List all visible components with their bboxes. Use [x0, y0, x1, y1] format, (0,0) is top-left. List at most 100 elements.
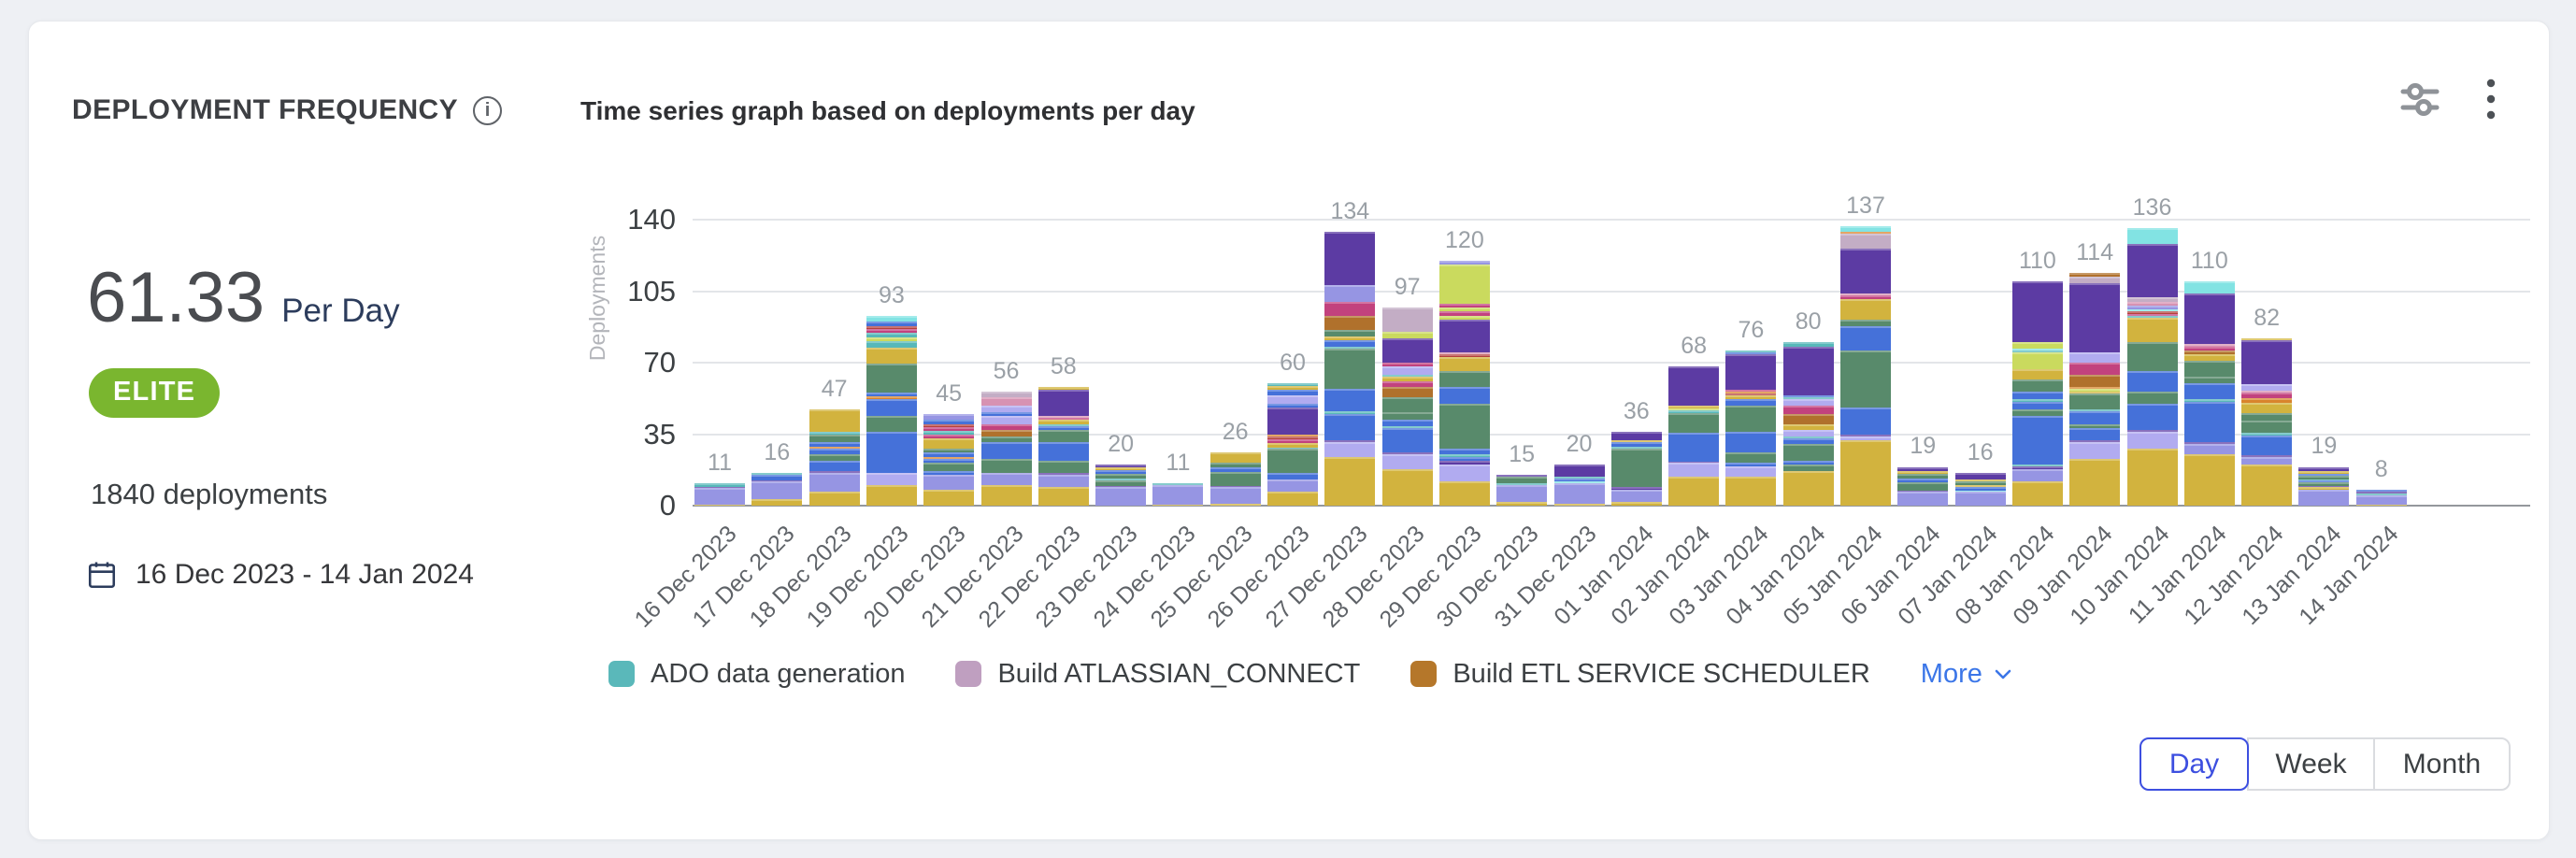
- metric-unit: Per Day: [281, 293, 400, 329]
- metric: 61.33 Per Day: [87, 259, 400, 337]
- chart-bar[interactable]: [1897, 466, 1949, 506]
- legend-item[interactable]: Build ETL SERVICE SCHEDULER: [1410, 659, 1870, 690]
- chart-bar[interactable]: [1725, 350, 1777, 506]
- info-icon[interactable]: i: [473, 95, 503, 125]
- granularity-week-button[interactable]: Week: [2247, 737, 2375, 791]
- chart-bar[interactable]: [2241, 337, 2293, 506]
- legend-swatch-icon: [1410, 661, 1438, 687]
- bar-segment: [1267, 408, 1318, 435]
- bar-segment: [1725, 452, 1777, 464]
- chart-bar[interactable]: [1496, 475, 1548, 506]
- bar-segment: [1209, 452, 1261, 464]
- bar-segment: [2126, 244, 2178, 298]
- metric-value: 61.33: [87, 258, 265, 337]
- bar-segment: [923, 456, 975, 459]
- chart-bar[interactable]: [1152, 482, 1204, 506]
- chart-bar[interactable]: [1324, 232, 1376, 506]
- bar-segment: [2069, 387, 2121, 390]
- header-actions: [2397, 76, 2497, 122]
- bar-segment: [2241, 340, 2293, 385]
- chart-bar[interactable]: [1610, 432, 1662, 506]
- bar-segment: [1438, 448, 1490, 455]
- filter-sliders-icon[interactable]: [2397, 77, 2442, 122]
- chart-bar[interactable]: [1095, 465, 1147, 506]
- bar-segment: [1152, 504, 1204, 506]
- chart-bar[interactable]: [1209, 452, 1261, 506]
- bar-segment: [923, 434, 975, 438]
- bar-segment: [980, 436, 1032, 443]
- widget-title: DEPLOYMENT FREQUENCY: [72, 94, 459, 125]
- chart-bar[interactable]: [2126, 227, 2178, 506]
- bar-segment: [1324, 346, 1376, 349]
- bar-segment: [1209, 487, 1261, 504]
- bar-segment: [1381, 377, 1433, 381]
- bar-segment: [980, 405, 1032, 412]
- chart-bar[interactable]: [1782, 342, 1834, 506]
- bar-segment: [980, 391, 1032, 398]
- bar-segment: [1610, 432, 1662, 441]
- legend-more-link[interactable]: More: [1921, 659, 2014, 690]
- chart-bar[interactable]: [1954, 473, 2006, 506]
- legend-item[interactable]: ADO data generation: [608, 659, 905, 690]
- chart-bar[interactable]: [1553, 465, 1605, 506]
- chart-bar[interactable]: [694, 482, 745, 506]
- bar-segment: [1725, 477, 1777, 506]
- bar-segment: [923, 426, 975, 432]
- bar-segment: [2355, 489, 2407, 492]
- bar-segment: [866, 364, 917, 393]
- granularity-month-button[interactable]: Month: [2373, 737, 2511, 791]
- bar-segment: [1438, 303, 1490, 308]
- kebab-menu-icon[interactable]: [2485, 76, 2497, 122]
- chart-bar[interactable]: [1668, 366, 1720, 506]
- bar-segment: [1668, 405, 1720, 409]
- bar-segment: [2183, 354, 2235, 361]
- chart-bar[interactable]: [2298, 466, 2350, 506]
- chart-bar[interactable]: [1381, 307, 1433, 506]
- granularity-day-button[interactable]: Day: [2140, 737, 2249, 791]
- bar-value-label: 11: [708, 449, 732, 476]
- bar-value-label: 68: [1681, 333, 1707, 360]
- bar-segment: [1610, 442, 1662, 447]
- bar-segment: [1782, 460, 1834, 465]
- bar-segment: [1438, 465, 1490, 481]
- chart-bar[interactable]: [1267, 383, 1318, 506]
- chart-bar[interactable]: [2183, 280, 2235, 506]
- bar-segment: [2069, 393, 2121, 410]
- bar-segment: [2126, 313, 2178, 316]
- bar-segment: [923, 448, 975, 453]
- bar-segment: [866, 415, 917, 433]
- chart-bar[interactable]: [809, 409, 860, 506]
- bar-segment: [923, 413, 975, 421]
- bar-segment: [1438, 403, 1490, 449]
- bar-segment: [2069, 272, 2121, 278]
- chart-bar[interactable]: [1840, 225, 1891, 506]
- bar-segment: [980, 423, 1032, 431]
- bar-segment: [1152, 482, 1204, 486]
- chart-bar[interactable]: [751, 473, 803, 506]
- chart-bar[interactable]: [2069, 272, 2121, 506]
- chart-bar[interactable]: [2355, 489, 2407, 506]
- legend-item[interactable]: Build ATLASSIAN_CONNECT: [955, 659, 1360, 690]
- chart-bar[interactable]: [980, 391, 1032, 506]
- bar-segment: [1381, 454, 1433, 469]
- bar-segment: [2069, 411, 2121, 424]
- y-axis-tick-label: 140: [627, 203, 676, 236]
- bar-segment: [1267, 395, 1318, 404]
- bar-segment: [2069, 375, 2121, 388]
- bar-segment: [1725, 393, 1777, 396]
- bar-segment: [1152, 485, 1204, 505]
- chart-bar[interactable]: [1438, 260, 1490, 506]
- chart-bar[interactable]: [1038, 387, 1089, 506]
- chart-bar[interactable]: [2011, 280, 2063, 506]
- bar-segment: [980, 411, 1032, 416]
- bar-value-label: 47: [821, 376, 848, 403]
- bar-segment: [1725, 352, 1777, 355]
- bar-segment: [1840, 320, 1891, 326]
- chart-bar[interactable]: [923, 413, 975, 506]
- bar-segment: [694, 504, 745, 506]
- bar-segment: [1782, 465, 1834, 471]
- bar-segment: [2298, 486, 2350, 488]
- bar-value-label: 8: [2374, 455, 2388, 482]
- chart-bar[interactable]: [866, 315, 917, 506]
- bar-segment: [2011, 465, 2063, 467]
